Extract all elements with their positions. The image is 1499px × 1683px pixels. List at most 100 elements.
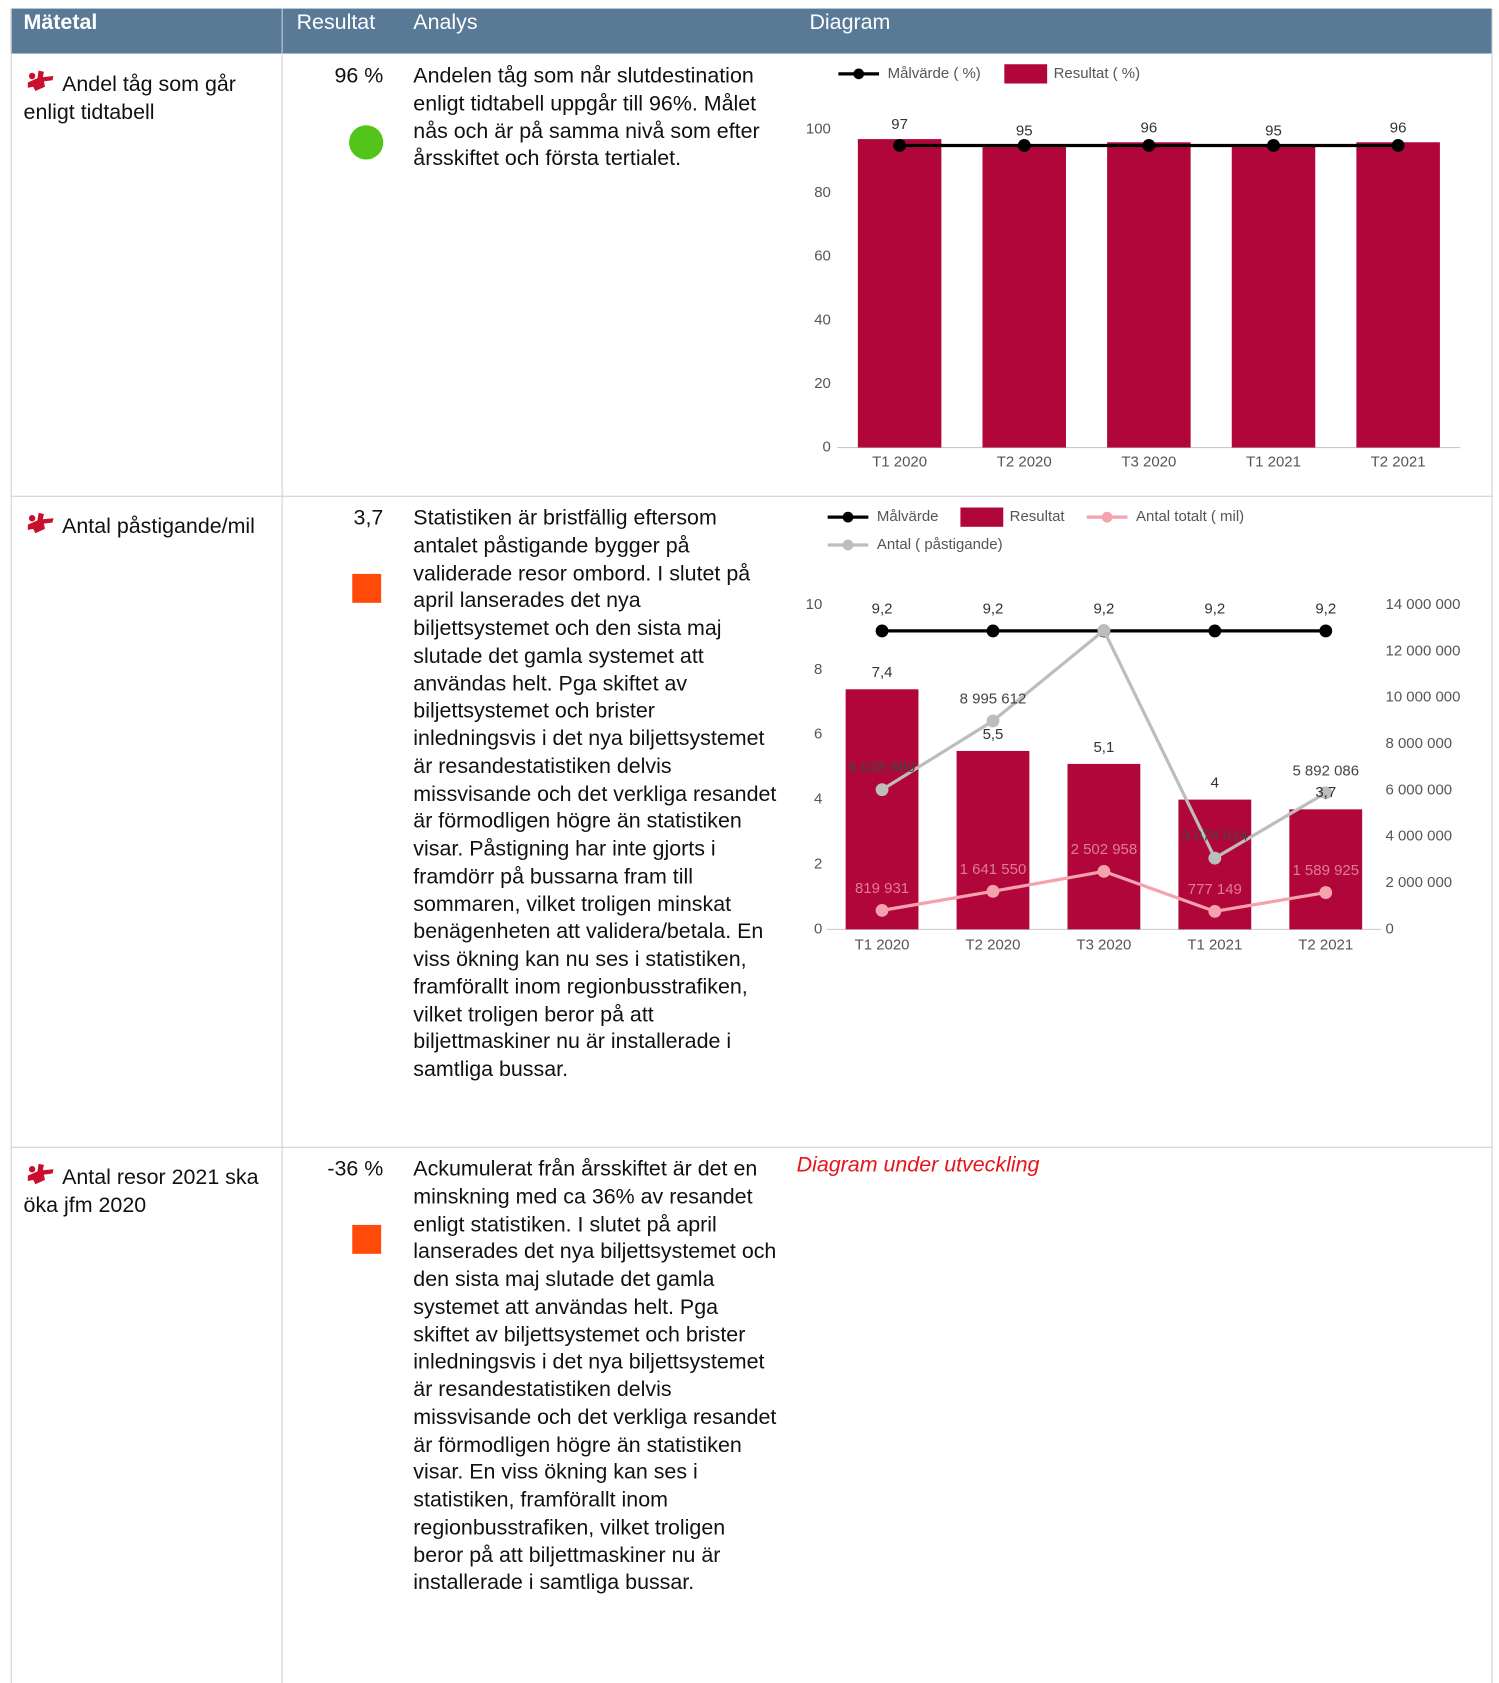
result-value: 3,7 xyxy=(353,506,384,531)
result-value: -36 % xyxy=(327,1157,384,1181)
line-point xyxy=(1017,139,1031,152)
status-indicator xyxy=(352,1224,382,1254)
data-label: 96 xyxy=(1141,119,1158,136)
y-tick-label: 8 xyxy=(814,661,822,678)
data-label: 9,2 xyxy=(872,600,893,617)
legend-swatch xyxy=(1004,64,1048,84)
line-point xyxy=(1142,139,1156,152)
line-point xyxy=(986,714,1000,728)
line-point xyxy=(893,139,907,152)
data-label: 8 995 612 xyxy=(960,690,1027,707)
x-tick-label: T2 2020 xyxy=(997,454,1052,471)
y-tick-label: 20 xyxy=(814,375,831,392)
line-point xyxy=(1097,624,1111,637)
legend-label: Antal ( påstigande) xyxy=(877,536,1003,553)
bar xyxy=(1289,809,1363,930)
y2-tick-label: 12 000 000 xyxy=(1386,642,1461,659)
line-point xyxy=(875,783,889,797)
x-tick-label: T3 2020 xyxy=(1076,936,1131,953)
bar xyxy=(982,145,1067,448)
diagram-note: Diagram under utveckling xyxy=(796,1153,1040,1177)
data-label: 95 xyxy=(1016,122,1033,139)
header-cell: Mätetal xyxy=(23,10,98,35)
bar xyxy=(1356,142,1440,448)
line-point xyxy=(1319,886,1333,899)
y-tick-label: 4 xyxy=(814,791,822,808)
data-label: 9,2 xyxy=(983,600,1004,617)
line-point xyxy=(1208,904,1222,918)
data-label: 9,2 xyxy=(1204,600,1225,617)
line-point xyxy=(1267,139,1280,152)
bar xyxy=(857,139,942,448)
metric-name: Andel tåg som går enligt tidtabell xyxy=(24,67,262,126)
header-cell: Diagram xyxy=(809,10,891,35)
line-point xyxy=(1391,139,1405,152)
line-point xyxy=(986,624,1000,638)
data-label: 5,1 xyxy=(1093,739,1114,756)
line-point xyxy=(986,884,1000,898)
header-cell: Analys xyxy=(413,10,478,35)
legend-swatch xyxy=(960,507,1004,527)
y2-tick-label: 10 000 000 xyxy=(1386,689,1461,706)
icon xyxy=(27,70,54,92)
data-label: 96 xyxy=(1390,119,1407,136)
data-label: 1 641 550 xyxy=(960,861,1027,878)
table-header xyxy=(10,8,1492,54)
data-label: 819 931 xyxy=(855,880,909,897)
data-label: 5 892 086 xyxy=(1292,762,1359,779)
border xyxy=(10,8,12,1683)
icon xyxy=(27,1163,54,1185)
data-label: 2 502 958 xyxy=(1071,841,1138,858)
x-tick-label: T3 2020 xyxy=(1121,454,1176,471)
data-label: 7,4 xyxy=(872,664,893,681)
data-label: 6 028 880 xyxy=(849,759,916,776)
legend-swatch xyxy=(853,68,865,80)
y2-tick-label: 0 xyxy=(1386,920,1394,937)
y2-tick-label: 6 000 000 xyxy=(1386,781,1453,798)
x-tick-label: T2 2021 xyxy=(1298,936,1353,953)
metric-text: Antal resor 2021 ska öka jfm 2020 xyxy=(23,1166,259,1218)
status-indicator xyxy=(349,125,384,160)
row-border xyxy=(10,495,1493,497)
line-point xyxy=(1208,851,1222,865)
analysis-text: Andelen tåg som når slutdestination enli… xyxy=(413,64,760,171)
data-label: 95 xyxy=(1265,122,1282,139)
x-tick-label: T1 2021 xyxy=(1246,454,1301,471)
data-label: 97 xyxy=(891,116,908,133)
legend-label: Målvärde xyxy=(877,508,939,525)
bar xyxy=(956,750,1030,930)
y2-tick-label: 14 000 000 xyxy=(1386,596,1461,613)
bar xyxy=(1067,763,1141,930)
y-tick-label: 10 xyxy=(806,596,823,613)
data-label: 9,2 xyxy=(1093,600,1114,617)
x-tick-label: T1 2020 xyxy=(872,454,927,471)
y-tick-label: 6 xyxy=(814,726,822,743)
line-point xyxy=(875,903,889,917)
y2-tick-label: 4 000 000 xyxy=(1386,828,1453,845)
line-point xyxy=(1319,624,1333,638)
metric-text: Andel tåg som går enligt tidtabell xyxy=(23,72,236,125)
result-value: 96 % xyxy=(334,64,384,88)
metric-name: Antal resor 2021 ska öka jfm 2020 xyxy=(24,1161,262,1220)
y-tick-label: 2 xyxy=(814,855,822,872)
x-tick-label: T2 2020 xyxy=(966,936,1021,953)
analysis-text: Statistiken är bristfällig eftersom anta… xyxy=(413,506,777,1082)
data-label: 9,2 xyxy=(1315,600,1336,617)
metric-name: Antal påstigande/mil xyxy=(24,510,262,541)
data-label: 3 074 014 xyxy=(1182,828,1249,845)
x-tick-label: T1 2021 xyxy=(1187,936,1242,953)
x-tick-label: T2 2021 xyxy=(1371,454,1426,471)
legend-label: Resultat xyxy=(1010,508,1066,525)
border xyxy=(1491,8,1493,1683)
y-tick-label: 100 xyxy=(806,121,831,138)
y-tick-label: 0 xyxy=(814,920,822,937)
y2-tick-label: 2 000 000 xyxy=(1386,874,1453,891)
data-label: 4 xyxy=(1211,775,1219,792)
data-label: 777 149 xyxy=(1188,881,1242,898)
y-tick-label: 80 xyxy=(814,184,831,201)
line-point xyxy=(875,624,889,638)
metric-text: Antal påstigande/mil xyxy=(62,515,255,539)
line-point xyxy=(1097,864,1111,878)
